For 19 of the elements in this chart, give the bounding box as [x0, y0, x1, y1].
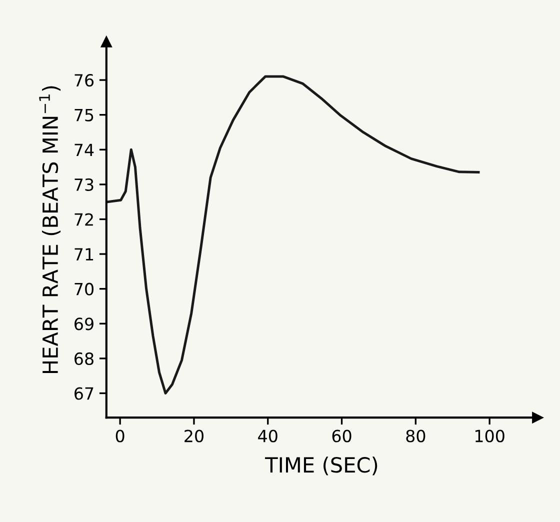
- x-tick-label: 80: [406, 430, 426, 442]
- y-tick-label: 67: [74, 387, 94, 400]
- y-tick-label: 70: [74, 282, 94, 296]
- x-tick-label: 60: [332, 430, 352, 442]
- y-tick-label: 76: [74, 74, 94, 87]
- y-tick-label: 71: [74, 248, 94, 260]
- y-tick-label: 73: [74, 178, 94, 192]
- x-tick-label: 20: [184, 430, 204, 442]
- x-axis-title: TIME (SEC): [265, 456, 378, 476]
- y-tick-label: 74: [74, 144, 94, 156]
- x-tick-label: 40: [258, 430, 278, 442]
- line-series: [106, 75, 480, 394]
- x-tick-label: 0: [116, 430, 124, 442]
- x-tick-label: 100: [475, 430, 504, 442]
- y-tick-label: 72: [74, 213, 93, 226]
- y-tick-label: 68: [74, 352, 94, 366]
- y-tick-label: 75: [74, 109, 94, 122]
- y-tick-label: 69: [74, 318, 94, 330]
- y-axis-title: HEART RATE (BEATS MIN$^{−1}$): [39, 86, 61, 374]
